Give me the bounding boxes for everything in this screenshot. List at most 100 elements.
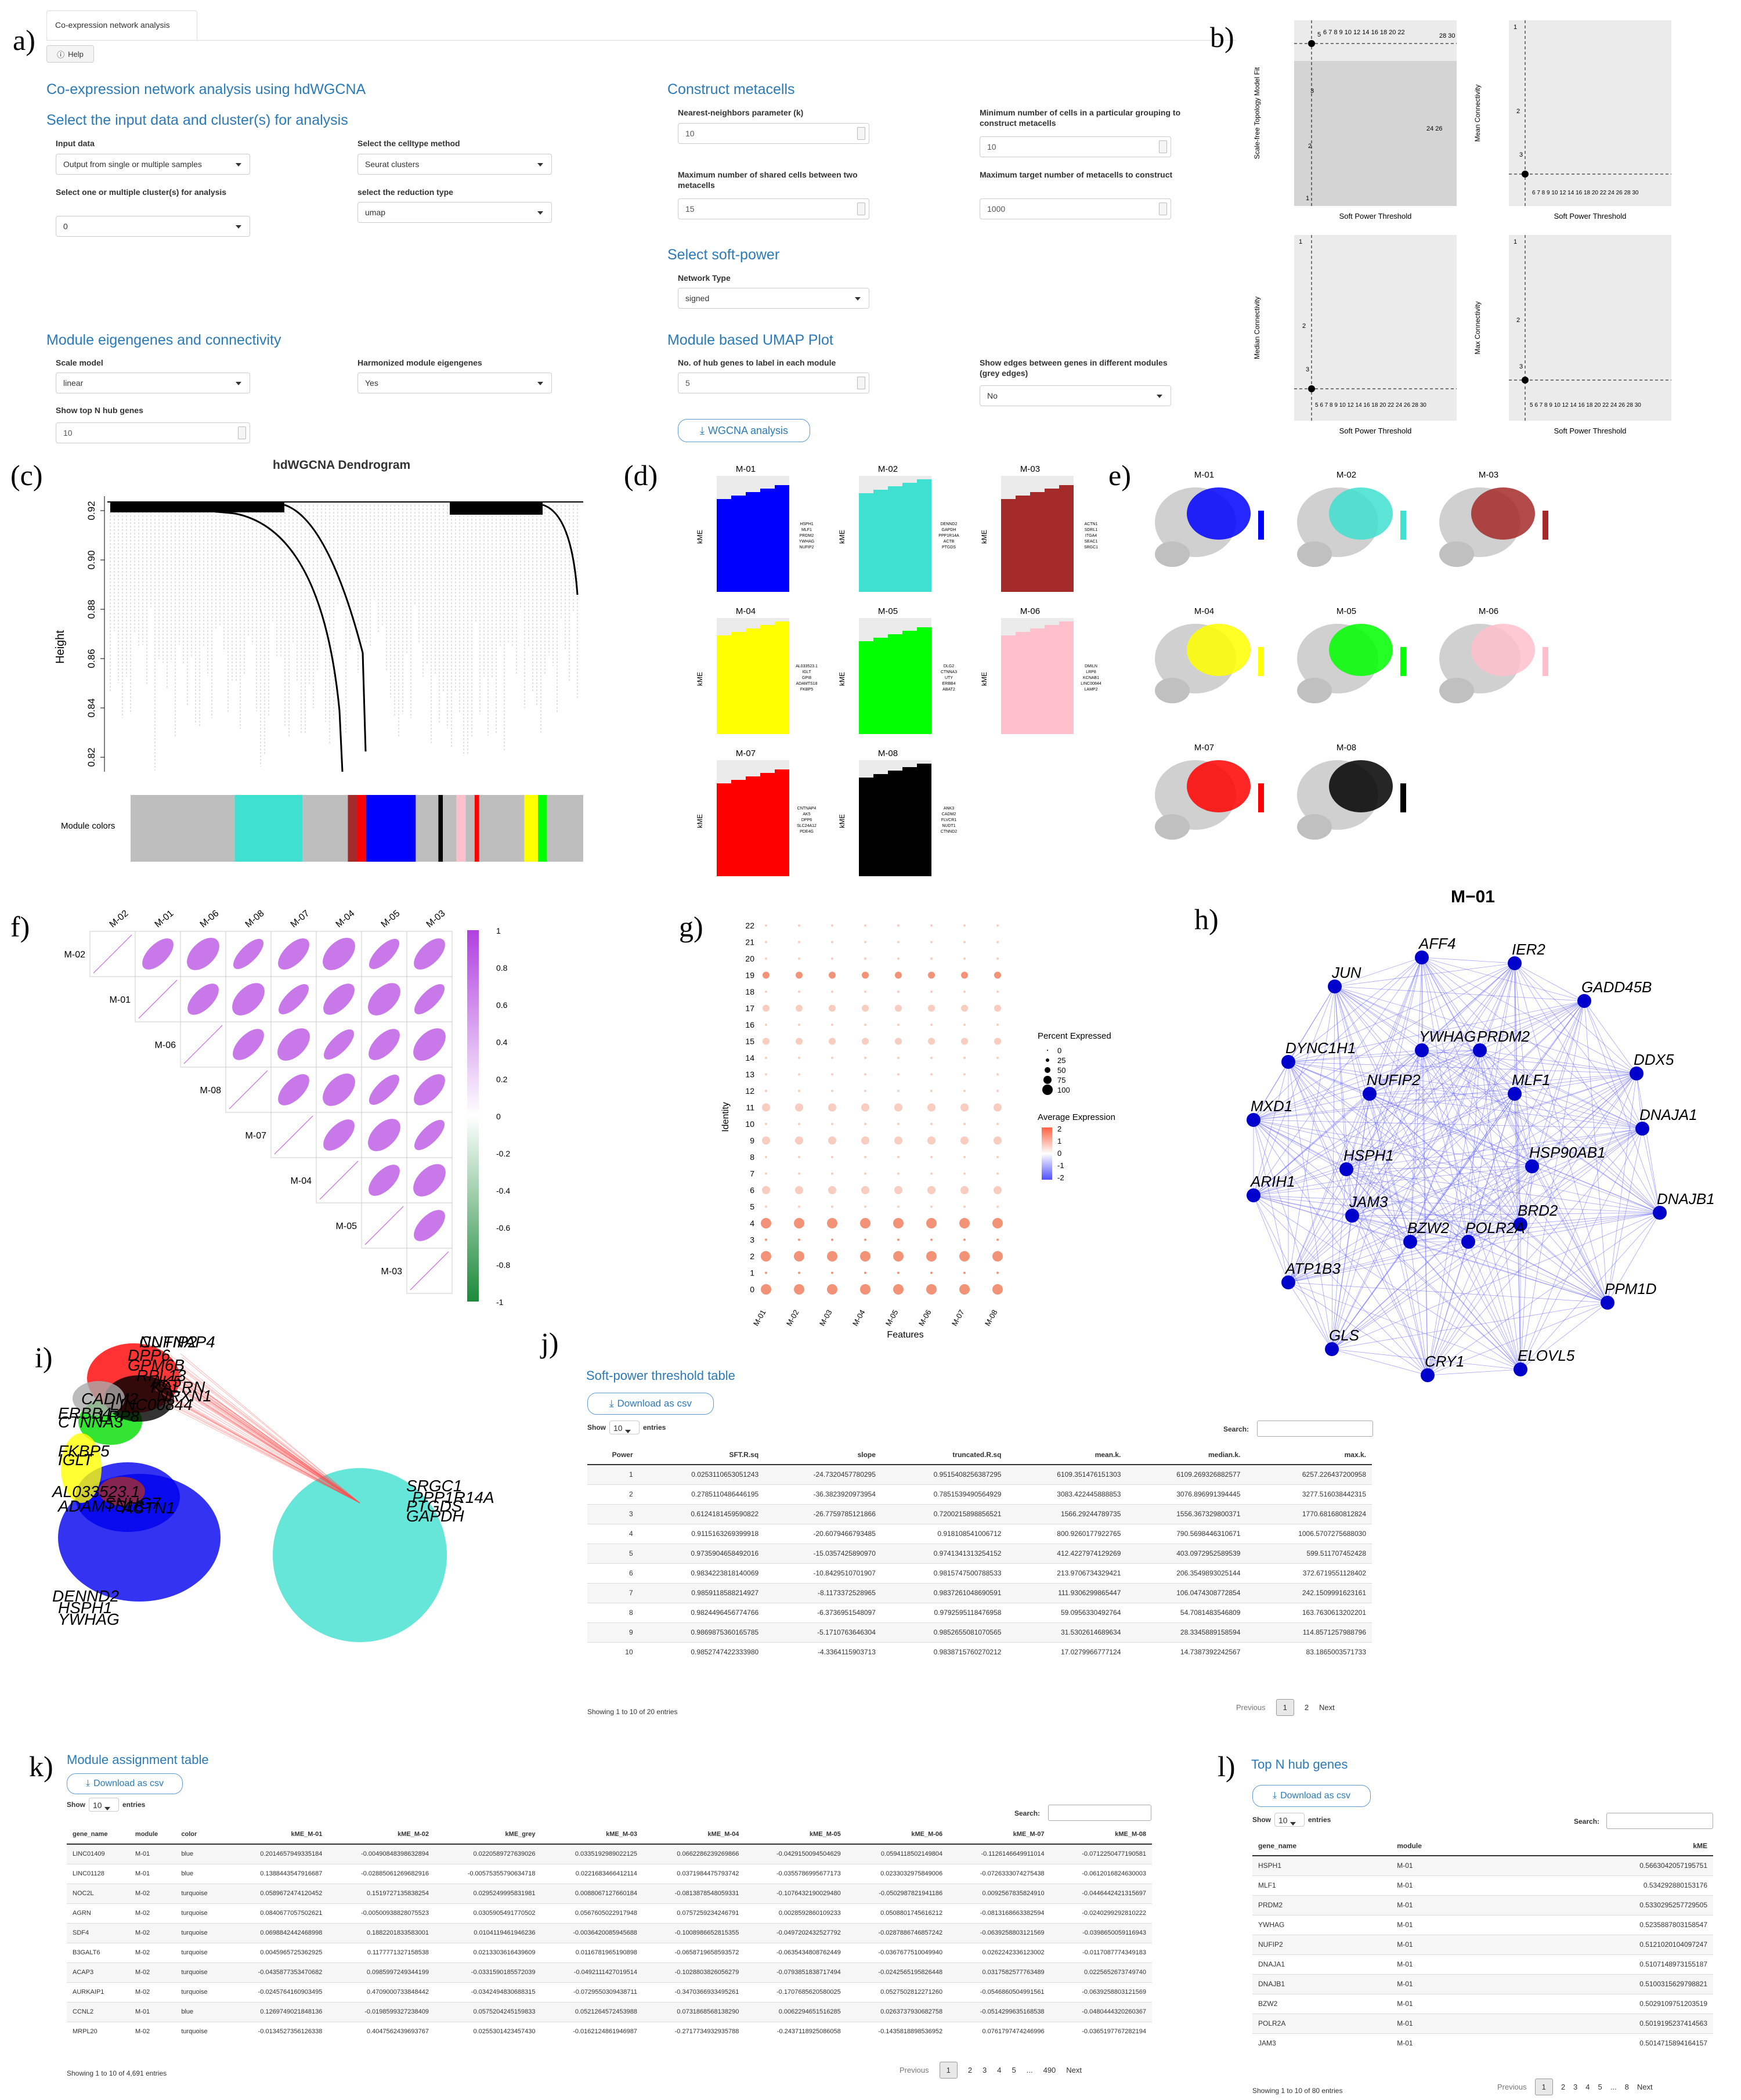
module-column-header[interactable]: kME_M-01 xyxy=(226,1824,328,1845)
softpower-column-header[interactable]: SFT.R.sq xyxy=(638,1445,765,1465)
dotplot-ylabel: Identity xyxy=(721,1102,731,1132)
softpower-length-select[interactable]: 10 xyxy=(609,1421,640,1434)
kme-bar xyxy=(1001,499,1016,592)
dotplot-dot xyxy=(930,1172,933,1175)
pagination-page[interactable]: 5 xyxy=(1598,2083,1602,2091)
hub-column-header[interactable]: gene_name xyxy=(1252,1836,1392,1856)
pagination-next[interactable]: Next xyxy=(1066,2066,1082,2074)
table-cell: 790.5698446310671 xyxy=(1126,1523,1247,1544)
pagination-previous[interactable]: Previous xyxy=(1236,1703,1266,1712)
pagination-previous[interactable]: Previous xyxy=(1497,2083,1527,2091)
module-download-button[interactable]: ⤓ Download as csv xyxy=(67,1773,183,1794)
max-target-spinner[interactable] xyxy=(1159,203,1167,215)
kme-bar xyxy=(760,489,775,592)
table-cell: -0.0639258803121569 xyxy=(948,1922,1050,1943)
network-edge xyxy=(1636,1073,1643,1129)
pagination-page[interactable]: 4 xyxy=(1585,2083,1590,2091)
softpower-search-input[interactable] xyxy=(1257,1421,1373,1437)
hub-column-header[interactable]: kME xyxy=(1492,1836,1713,1856)
max-shared-spinner[interactable] xyxy=(857,203,865,215)
network-edge xyxy=(1369,1093,1521,1225)
dotplot-dot xyxy=(926,1218,937,1228)
min-cells-spinner[interactable] xyxy=(1159,140,1167,153)
pagination-previous[interactable]: Previous xyxy=(900,2066,929,2074)
hub-length-select[interactable]: 10 xyxy=(1274,1813,1305,1827)
pagination-page[interactable]: 8 xyxy=(1624,2083,1629,2091)
input-data-select[interactable]: Output from single or multiple samples xyxy=(56,154,250,175)
k-spinner[interactable] xyxy=(857,127,865,140)
module-column-header[interactable]: gene_name xyxy=(67,1824,130,1845)
network-type-select[interactable]: signed xyxy=(678,288,869,309)
feature-umap-M-07: M-07 xyxy=(1155,743,1264,840)
k-input[interactable]: 10 xyxy=(678,123,869,144)
module-column-header[interactable]: kME_M-02 xyxy=(328,1824,435,1845)
avg-legend-title: Average Expression xyxy=(1038,1112,1115,1122)
hub-download-button[interactable]: ⤓ Download as csv xyxy=(1252,1785,1371,1807)
sp-fit-ylabel: Scale-free Topology Model Fit xyxy=(1253,67,1261,159)
pagination-page[interactable]: 4 xyxy=(997,2066,1002,2074)
module-column-header[interactable]: module xyxy=(129,1824,176,1845)
dotplot-dot xyxy=(862,971,869,979)
module-column-header[interactable]: kME_M-06 xyxy=(846,1824,949,1845)
table-cell: NOC2L xyxy=(67,1883,130,1903)
pagination-page[interactable]: 2 xyxy=(1561,2083,1566,2091)
table-cell: 10 xyxy=(587,1642,639,1662)
max-target-input[interactable]: 1000 xyxy=(980,198,1171,219)
dotplot-dot xyxy=(795,1103,803,1112)
tab-coexpression[interactable]: Co-expression network analysis xyxy=(46,10,197,41)
softpower-download-button[interactable]: ⤓ Download as csv xyxy=(587,1393,714,1415)
scale-model-select[interactable]: linear xyxy=(56,373,250,393)
pagination-page[interactable]: 1 xyxy=(1534,2079,1553,2095)
reduction-select[interactable]: umap xyxy=(357,202,552,223)
network-edge xyxy=(1346,1166,1533,1170)
harmonized-select[interactable]: Yes xyxy=(357,373,552,393)
module-column-header[interactable]: kME_M-03 xyxy=(541,1824,643,1845)
hub-search-input[interactable] xyxy=(1606,1813,1713,1829)
wgcna-analysis-button[interactable]: ⤓ WGCNA analysis xyxy=(678,419,810,442)
softpower-column-header[interactable]: Power xyxy=(587,1445,639,1465)
topn-input[interactable]: 10 xyxy=(56,422,250,443)
module-column-header[interactable]: color xyxy=(175,1824,226,1845)
edges-select[interactable]: No xyxy=(980,385,1171,406)
topn-spinner[interactable] xyxy=(238,426,246,439)
table-cell: -0.0355786995677173 xyxy=(745,1863,847,1884)
network-edge xyxy=(1468,1224,1521,1242)
kme-plot-title: M-03 xyxy=(1020,464,1040,474)
celltype-select[interactable]: Seurat clusters xyxy=(357,154,552,175)
max-shared-input[interactable]: 15 xyxy=(678,198,869,219)
module-search-input[interactable] xyxy=(1048,1805,1151,1821)
pagination-next[interactable]: Next xyxy=(1319,1703,1335,1712)
module-column-header[interactable]: kME_M-04 xyxy=(642,1824,745,1845)
pagination-page[interactable]: 3 xyxy=(1573,2083,1578,2091)
avg-legend-label: 0 xyxy=(1057,1149,1061,1158)
hub-spinner[interactable] xyxy=(857,377,865,389)
module-column-header[interactable]: kME_M-08 xyxy=(1050,1824,1152,1845)
pagination-page[interactable]: 2 xyxy=(1304,1703,1309,1712)
pagination-page[interactable]: 5 xyxy=(1012,2066,1016,2074)
hub-column-header[interactable]: module xyxy=(1391,1836,1493,1856)
sp-median-tail: 5 6 7 8 9 10 12 14 16 18 20 22 24 26 28 … xyxy=(1315,402,1426,409)
pagination-next[interactable]: Next xyxy=(1637,2083,1653,2091)
module-column-header[interactable]: kME_M-05 xyxy=(745,1824,847,1845)
softpower-column-header[interactable]: median.k. xyxy=(1126,1445,1247,1465)
pagination-page[interactable]: 490 xyxy=(1043,2066,1056,2074)
softpower-column-header[interactable]: slope xyxy=(764,1445,882,1465)
softpower-column-header[interactable]: truncated.R.sq xyxy=(881,1445,1007,1465)
pagination-page[interactable]: 1 xyxy=(1276,1699,1294,1716)
min-cells-input[interactable]: 10 xyxy=(980,136,1171,157)
softpower-column-header[interactable]: mean.k. xyxy=(1007,1445,1127,1465)
module-column-header[interactable]: kME_M-07 xyxy=(948,1824,1050,1845)
module-length-select[interactable]: 10 xyxy=(89,1798,119,1812)
kme-gene-label: UTY xyxy=(945,676,953,680)
module-column-header[interactable]: kME_grey xyxy=(434,1824,541,1845)
cluster-select[interactable]: 0 xyxy=(56,216,250,237)
help-button[interactable]: ⓘ Help xyxy=(46,45,94,63)
network-edge xyxy=(1421,957,1515,1094)
dotplot-dot xyxy=(831,1271,833,1274)
hub-input[interactable]: 5 xyxy=(678,373,869,393)
pagination-page[interactable]: 3 xyxy=(983,2066,987,2074)
pagination-page[interactable]: 1 xyxy=(939,2062,958,2079)
softpower-column-header[interactable]: max.k. xyxy=(1246,1445,1372,1465)
pagination-page[interactable]: 2 xyxy=(967,2066,973,2074)
table-cell: -0.00500938828075523 xyxy=(328,1903,435,1923)
